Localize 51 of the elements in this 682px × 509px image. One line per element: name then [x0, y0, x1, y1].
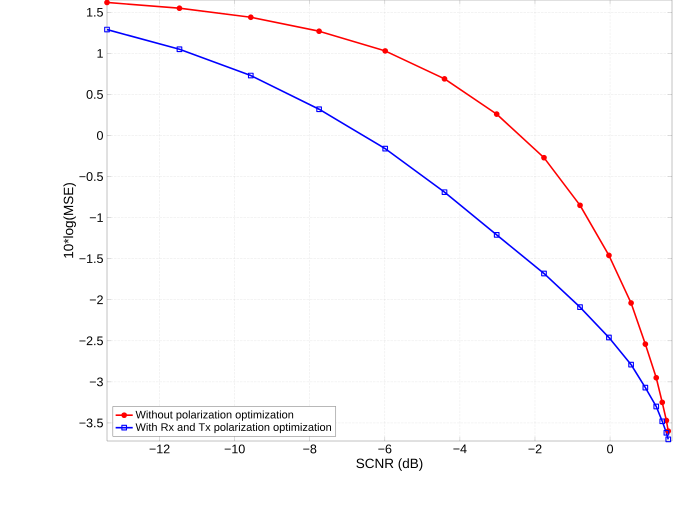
point — [606, 252, 612, 258]
point — [442, 189, 448, 196]
legend-label: With Rx and Tx polarization optimization — [136, 422, 332, 434]
point — [316, 28, 322, 34]
point — [494, 111, 500, 117]
point — [642, 341, 648, 347]
y-tick-label: −1 — [90, 213, 103, 222]
x-tick-label: −2 — [528, 444, 542, 454]
y-tick-label: 1.5 — [87, 8, 103, 17]
x-axis-title: SCNR (dB) — [356, 458, 422, 471]
point — [382, 48, 388, 54]
point — [494, 232, 500, 238]
point — [628, 362, 634, 368]
x-tick-label: −4 — [453, 444, 467, 454]
x-tick-label: 0 — [607, 444, 614, 454]
point — [659, 400, 666, 406]
point — [176, 5, 182, 12]
point — [176, 46, 182, 52]
point — [541, 270, 547, 276]
point — [248, 14, 254, 20]
y-tick-label: −3.5 — [79, 418, 103, 428]
y-tick-label: −2 — [90, 295, 103, 304]
y-tick-label: 1 — [97, 49, 103, 58]
point — [541, 154, 547, 161]
legend-label: Without polarization optimization — [136, 410, 294, 421]
point — [659, 418, 666, 424]
point — [104, 0, 110, 6]
point — [577, 304, 583, 310]
x-tick-label: −12 — [150, 444, 170, 454]
y-axis-title: 10*log(MSE) — [63, 183, 76, 258]
point — [665, 436, 672, 442]
y-tick-label: −1.5 — [79, 254, 103, 264]
point — [642, 384, 648, 390]
point — [628, 300, 634, 306]
point — [606, 334, 612, 340]
y-tick-label: −0.5 — [79, 172, 103, 181]
point — [104, 26, 110, 32]
y-tick-label: −2.5 — [79, 336, 103, 346]
x-tick-label: −6 — [378, 444, 392, 454]
x-tick-label: −10 — [224, 444, 245, 454]
point — [577, 202, 583, 208]
point — [653, 374, 660, 381]
point — [316, 106, 322, 112]
point — [653, 404, 660, 410]
y-tick-label: 0.5 — [86, 90, 103, 99]
y-tick-label: −3 — [90, 377, 103, 386]
point — [442, 76, 448, 82]
point — [382, 146, 388, 152]
x-tick-label: −8 — [303, 444, 316, 454]
point — [248, 72, 254, 78]
y-tick-label: 0 — [97, 131, 103, 140]
